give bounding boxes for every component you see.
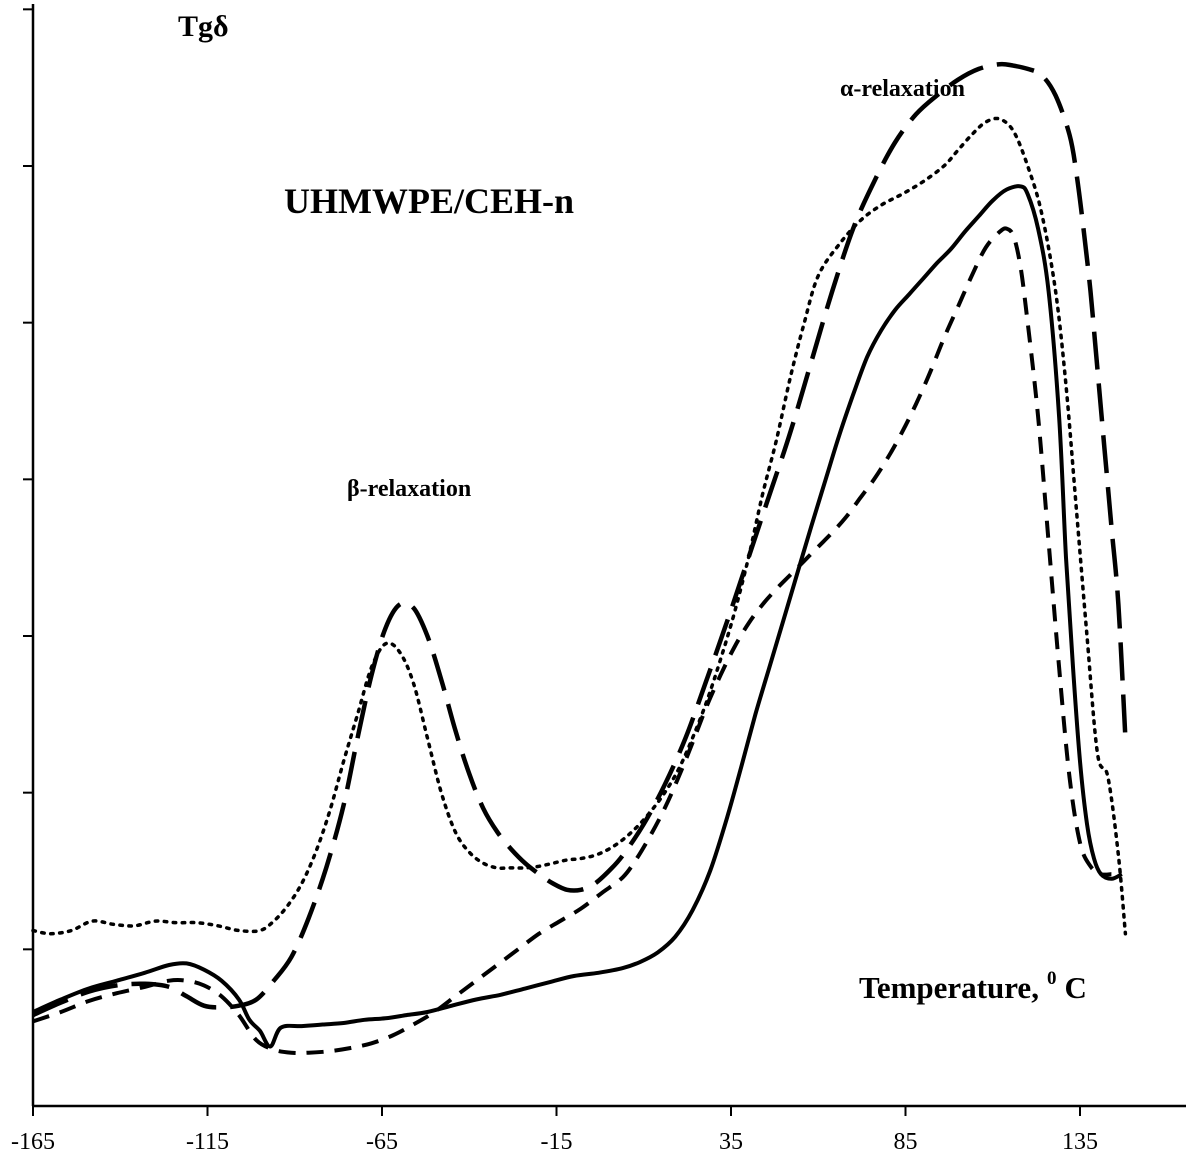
x-axis-label-sup: 0 bbox=[1047, 968, 1057, 989]
series-line-short-dash bbox=[32, 226, 1112, 1056]
x-tick-label: -165 bbox=[11, 1129, 55, 1155]
x-tick-label: -15 bbox=[541, 1129, 573, 1155]
series-line-solid bbox=[32, 184, 1123, 1049]
alpha-relaxation-annotation: α-relaxation bbox=[840, 76, 965, 102]
x-tick-label: 35 bbox=[719, 1129, 743, 1155]
x-axis-label: Temperature, 0 C bbox=[859, 968, 1087, 1005]
x-axis-label-unit: C bbox=[1064, 970, 1086, 1005]
beta-relaxation-annotation: β-relaxation bbox=[347, 476, 471, 502]
y-axis-label: Tgδ bbox=[178, 10, 229, 43]
y-axis bbox=[23, 4, 35, 1106]
x-ticks bbox=[32, 1106, 1081, 1116]
chart-title: UHMWPE/CEH-n bbox=[284, 181, 574, 221]
x-tick-label: -115 bbox=[186, 1129, 229, 1155]
series-line-long-dash bbox=[32, 61, 1128, 1018]
x-tick-label: 85 bbox=[894, 1129, 918, 1155]
x-tick-label: 135 bbox=[1062, 1129, 1098, 1155]
series-group bbox=[31, 61, 1128, 1056]
x-tick-label: -65 bbox=[366, 1129, 398, 1155]
y-ticks bbox=[23, 8, 33, 951]
x-axis-label-main: Temperature, bbox=[859, 970, 1039, 1005]
series-line-dotted bbox=[31, 116, 1128, 936]
x-tick-labels: -165 -115 -65 -15 35 85 135 bbox=[11, 1129, 1098, 1155]
x-axis: -165 -115 -65 -15 35 85 135 bbox=[11, 1104, 1186, 1155]
